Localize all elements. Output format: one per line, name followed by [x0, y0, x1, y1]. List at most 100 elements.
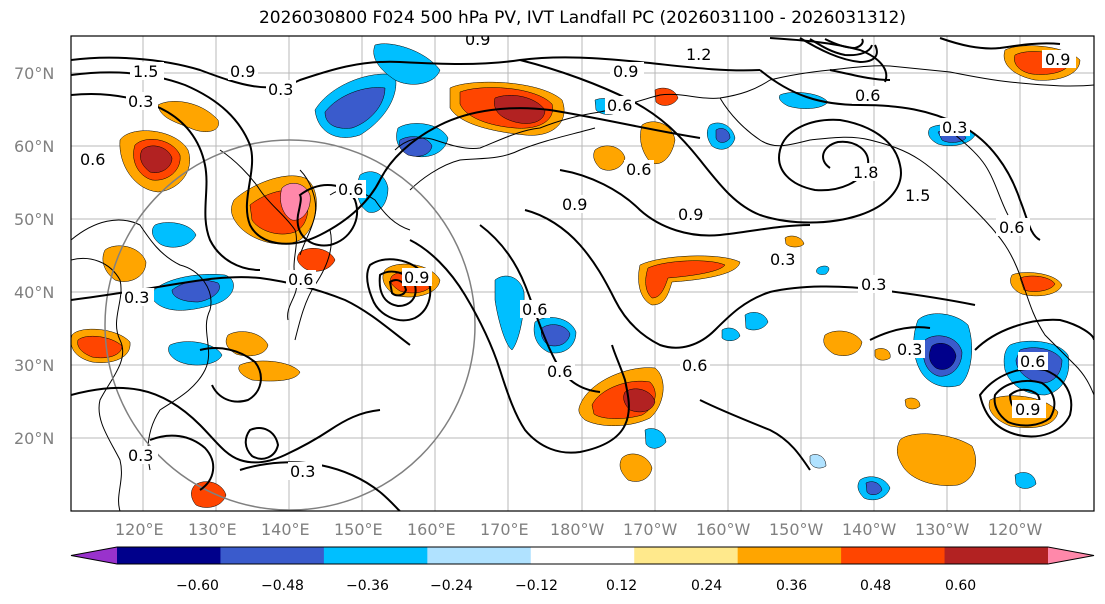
- shade-patch: [823, 330, 863, 356]
- shade-patch: [373, 43, 441, 85]
- colorbar-segment: [117, 547, 221, 564]
- contour-label: 0.6: [626, 160, 651, 179]
- shade-patch: [645, 260, 726, 299]
- lon-label: 160°W: [696, 520, 751, 539]
- contour-label: 0.3: [770, 250, 795, 269]
- contour-label: 0.6: [522, 300, 547, 319]
- contour-label: 0.9: [562, 195, 587, 214]
- latitude-labels: 70°N 60°N 50°N 40°N 30°N 20°N: [14, 64, 54, 448]
- contour-label: 0.9: [404, 268, 429, 287]
- contour-label: 0.6: [1020, 352, 1045, 371]
- contour-label: 0.9: [230, 62, 255, 81]
- lon-label: 170°W: [623, 520, 678, 539]
- shade-patch: [623, 388, 656, 413]
- shade-patch: [1014, 472, 1037, 489]
- shade-patch: [654, 87, 679, 106]
- colorbar-segment: [530, 547, 635, 564]
- contour-label: 0.6: [288, 270, 313, 289]
- shade-patch: [77, 335, 123, 359]
- colorbar-tick-label: −0.48: [261, 578, 304, 594]
- contour-label: 1.5: [133, 62, 158, 81]
- shade-patch: [152, 222, 197, 248]
- contour-label: 0.6: [80, 150, 105, 169]
- contour-label: 0.6: [999, 218, 1024, 237]
- contour-label: 0.3: [128, 92, 153, 111]
- shade-patch: [494, 275, 525, 351]
- shade-patch: [897, 433, 976, 486]
- shade-patch: [494, 95, 546, 124]
- lon-label: 130°E: [188, 520, 237, 539]
- colorbar-segment: [220, 547, 325, 564]
- contour-label: 0.6: [855, 86, 880, 105]
- shade-patch: [238, 360, 301, 382]
- contour-labels: 0.9 1.2 0.9 0.6 0.6 1.5 0.3 0.9 0.3 0.6 …: [78, 30, 1076, 481]
- contour-label: 0.3: [128, 446, 153, 465]
- contour-label: 0.3: [124, 288, 149, 307]
- lon-label: 150°E: [334, 520, 383, 539]
- shade-patch: [744, 312, 769, 331]
- colorbar-tick-label: 0.48: [860, 578, 891, 594]
- contour-label: 0.9: [1015, 400, 1040, 419]
- lon-label: 160°E: [407, 520, 456, 539]
- map-frame: [70, 35, 1095, 512]
- contour-label: 0.3: [942, 118, 967, 137]
- contour-label: 0.3: [897, 340, 922, 359]
- lat-label: 50°N: [14, 210, 54, 229]
- shade-patch: [816, 265, 830, 275]
- colorbar-segment: [841, 547, 946, 564]
- contour-label: 0.6: [682, 356, 707, 375]
- contour-label: 0.9: [613, 62, 638, 81]
- figure-title: 2026030800 F024 500 hPa PV, IVT Landfall…: [258, 8, 906, 28]
- colorbar-tick-label: −0.36: [346, 578, 389, 594]
- colorbar-tick-label: 0.12: [606, 578, 637, 594]
- shade-patch: [191, 481, 227, 508]
- lat-label: 70°N: [14, 64, 54, 83]
- shade-patch: [324, 87, 386, 129]
- lat-label: 20°N: [14, 429, 54, 448]
- longitude-labels: 120°E 130°E 140°E 150°E 160°E 170°E 180°…: [115, 520, 1043, 539]
- colorbar-tick-label: 0.36: [776, 578, 807, 594]
- contour-label: 0.6: [338, 180, 363, 199]
- colorbar-extend-low: [71, 547, 117, 564]
- colorbar-tick-label: −0.12: [515, 578, 558, 594]
- shade-patch: [904, 397, 921, 410]
- contour-label: 1.5: [905, 186, 930, 205]
- shade-patch: [593, 145, 626, 171]
- colorbar-tick-label: −0.24: [430, 578, 473, 594]
- lat-label: 60°N: [14, 137, 54, 156]
- shade-patch: [809, 454, 827, 469]
- shade-patch: [721, 327, 741, 341]
- colorbar-tick-label: −0.60: [176, 578, 219, 594]
- shade-patch: [297, 248, 336, 272]
- contour-label: 0.9: [465, 30, 490, 49]
- shade-patch: [541, 324, 571, 347]
- landfall-region-circle: [104, 139, 476, 511]
- colorbar-segment: [634, 547, 739, 564]
- shade-patch: [784, 235, 805, 248]
- shade-patch: [1019, 275, 1056, 292]
- contour-label: 0.6: [607, 96, 632, 115]
- colorbar-tick-label: 0.24: [691, 578, 722, 594]
- shade-patch: [619, 453, 653, 482]
- contour-label: 0.3: [268, 80, 293, 99]
- lon-label: 170°E: [480, 520, 529, 539]
- shade-patch: [157, 101, 219, 132]
- shade-patch: [929, 343, 957, 370]
- shade-patch: [168, 341, 223, 366]
- contour-label: 0.3: [290, 462, 315, 481]
- pv-contours: [71, 37, 1094, 511]
- colorbar-segment: [944, 547, 1049, 564]
- lon-label: 140°W: [842, 520, 897, 539]
- shade-patch: [874, 348, 891, 361]
- lon-label: 140°E: [261, 520, 310, 539]
- lon-label: 150°W: [769, 520, 824, 539]
- shade-patch: [865, 481, 883, 495]
- colorbar-extend-high: [1048, 547, 1094, 564]
- contour-label: 1.8: [853, 163, 878, 182]
- shade-patch: [102, 245, 147, 282]
- colorbar-tick-label: 0.60: [945, 578, 976, 594]
- colorbar-segment: [737, 547, 842, 564]
- contour-label: 0.9: [1045, 50, 1070, 69]
- contour-label: 0.3: [861, 275, 886, 294]
